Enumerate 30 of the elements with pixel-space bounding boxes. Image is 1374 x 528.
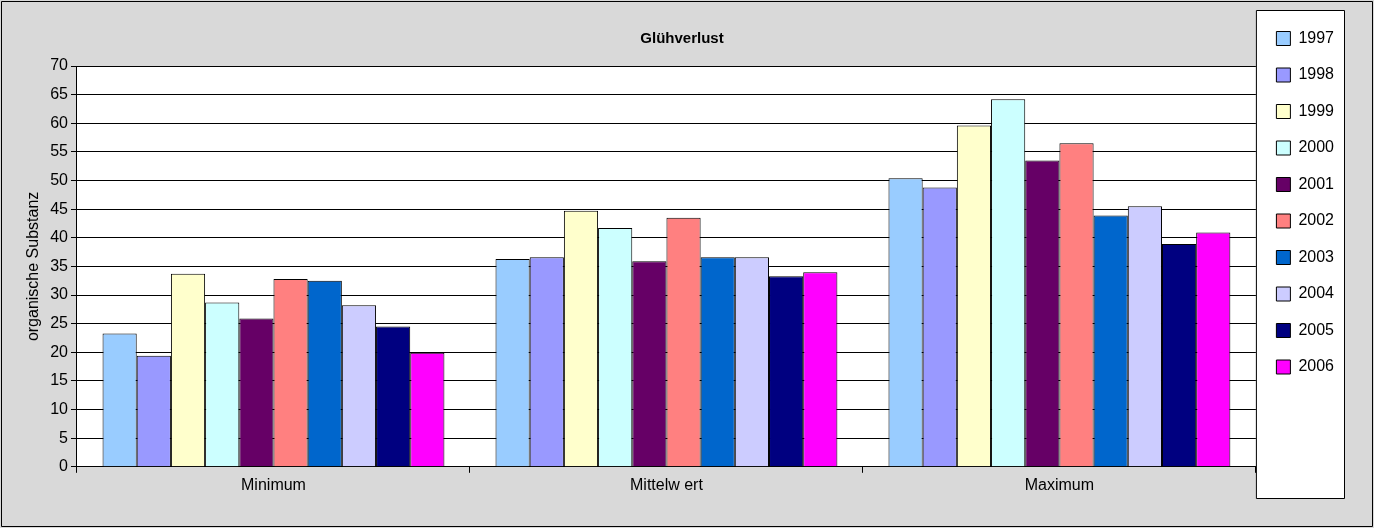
legend-label: 2003 — [1298, 247, 1335, 265]
y-tick-label: 20 — [50, 342, 69, 360]
legend-label: 2004 — [1298, 284, 1335, 302]
legend-label: 1999 — [1298, 101, 1335, 119]
y-axis-title: organische Substanz — [24, 191, 42, 342]
y-tick-label: 45 — [50, 199, 69, 217]
legend-label: 2005 — [1298, 320, 1335, 338]
y-tick-label: 5 — [59, 428, 69, 446]
y-tick-label: 55 — [50, 142, 69, 160]
y-tick-label: 15 — [50, 371, 69, 389]
y-tick-label: 35 — [50, 256, 69, 274]
legend-label: 2000 — [1298, 138, 1335, 156]
y-tick-label: 10 — [50, 399, 69, 417]
legend-label: 2001 — [1298, 174, 1335, 192]
x-tick-label: Mittelw ert — [630, 475, 704, 493]
legend-label: 2006 — [1298, 357, 1335, 375]
legend-label: 1997 — [1298, 28, 1335, 46]
y-tick-label: 65 — [50, 85, 69, 103]
legend-label: 1998 — [1298, 65, 1335, 83]
x-tick-label: Maximum — [1024, 475, 1095, 493]
legend-label: 2002 — [1298, 211, 1335, 229]
x-tick-label: Minimum — [241, 475, 306, 493]
chart-title: Glühverlust — [640, 29, 724, 47]
y-tick-label: 0 — [59, 457, 69, 475]
y-tick-label: 70 — [50, 56, 69, 74]
y-tick-label: 50 — [50, 170, 69, 188]
y-tick-label: 25 — [50, 314, 69, 332]
y-tick-label: 30 — [50, 285, 69, 303]
y-tick-label: 60 — [50, 113, 69, 131]
y-tick-label: 40 — [50, 228, 69, 246]
